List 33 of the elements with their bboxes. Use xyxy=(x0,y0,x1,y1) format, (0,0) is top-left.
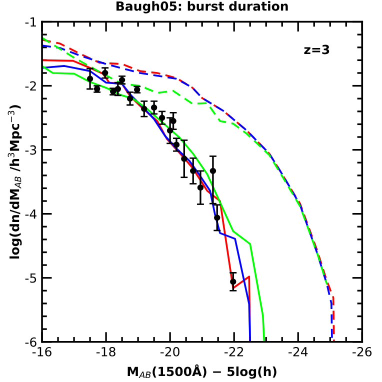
x-tick-label: -18 xyxy=(96,346,116,356)
point xyxy=(102,70,108,76)
x-tick-label: -20 xyxy=(160,346,180,356)
point xyxy=(210,168,216,174)
point xyxy=(141,106,148,112)
x-tick-label: -26 xyxy=(352,346,372,356)
point xyxy=(150,104,158,111)
y-tick-label: -6 xyxy=(25,337,36,347)
point xyxy=(126,96,134,102)
point xyxy=(114,86,121,92)
chart-title: Baugh05: burst duration xyxy=(116,1,288,14)
point xyxy=(170,118,176,124)
y-tick-label: -2 xyxy=(25,81,36,91)
point xyxy=(173,142,180,148)
y-axis-title: log(dn/dM$_{AB}$ /h$^{3}$Mpc$^{−3}$) xyxy=(8,105,22,259)
point xyxy=(166,128,174,134)
y-tick-label: -1 xyxy=(25,17,36,27)
point xyxy=(190,168,196,174)
point xyxy=(86,76,94,82)
x-tick-label: -24 xyxy=(288,346,308,356)
y-tick-label: -4 xyxy=(25,209,36,219)
y-tick-label: -3 xyxy=(25,145,36,155)
line-series xyxy=(42,36,328,286)
point xyxy=(214,214,220,221)
point xyxy=(158,114,166,121)
annotation: z=3 xyxy=(304,44,330,54)
y-tick-label: -5 xyxy=(25,274,36,283)
point xyxy=(197,184,204,191)
point xyxy=(230,278,236,285)
x-tick-label: -16 xyxy=(32,346,52,356)
x-tick-label: -22 xyxy=(224,346,244,356)
x-axis-title: M$_{AB}$(1500Å) − 5log(h) xyxy=(128,364,276,379)
point xyxy=(181,156,188,162)
